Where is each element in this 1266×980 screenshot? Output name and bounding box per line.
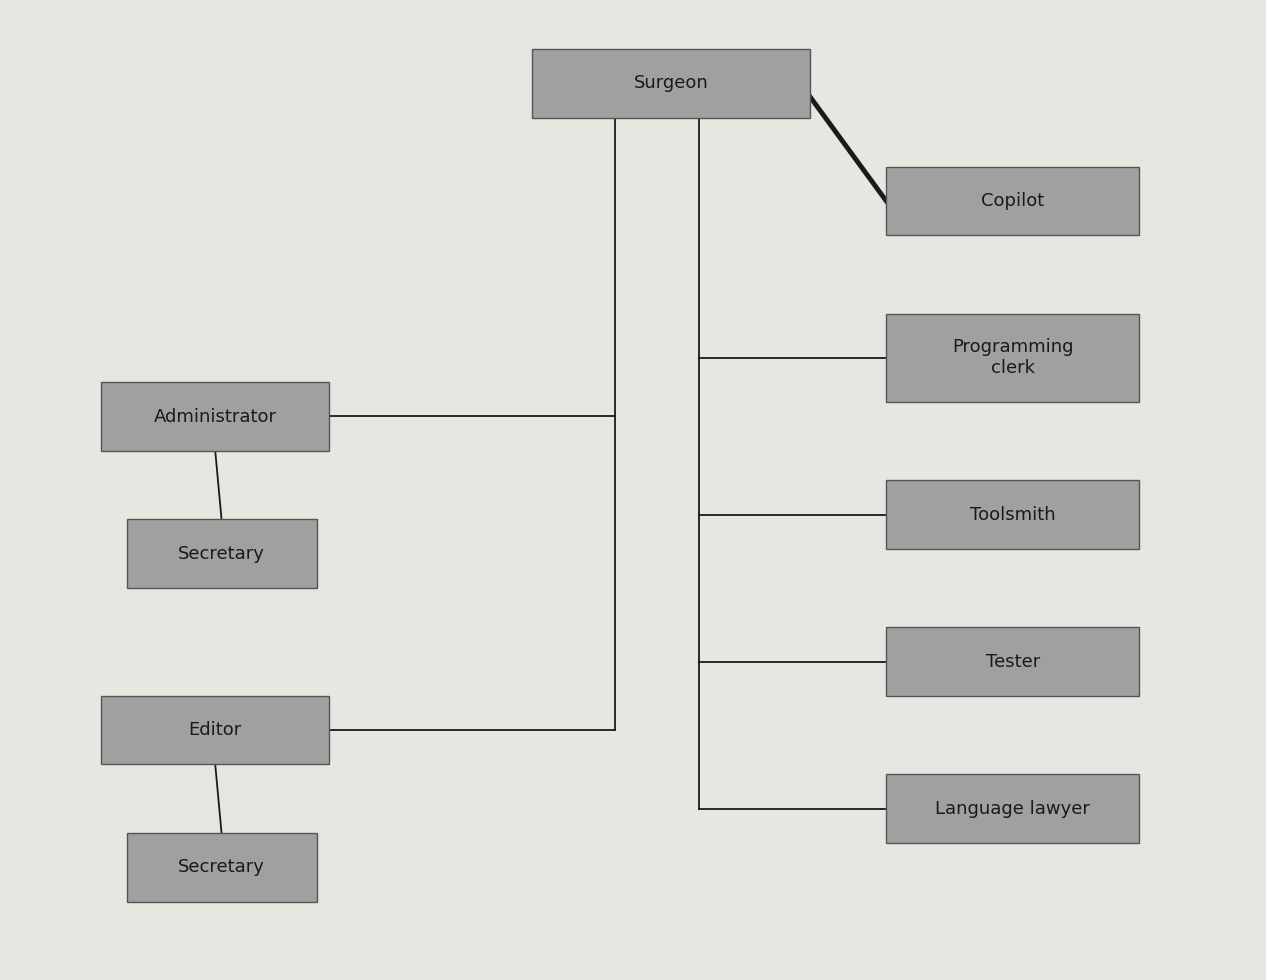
FancyBboxPatch shape bbox=[886, 774, 1139, 843]
Text: Secretary: Secretary bbox=[179, 545, 265, 563]
Text: Programming
clerk: Programming clerk bbox=[952, 338, 1074, 377]
Text: Surgeon: Surgeon bbox=[633, 74, 709, 92]
FancyBboxPatch shape bbox=[886, 167, 1139, 235]
Text: Editor: Editor bbox=[189, 721, 242, 739]
Text: Tester: Tester bbox=[986, 653, 1039, 670]
FancyBboxPatch shape bbox=[101, 696, 329, 764]
Text: Language lawyer: Language lawyer bbox=[936, 800, 1090, 817]
FancyBboxPatch shape bbox=[886, 480, 1139, 549]
FancyBboxPatch shape bbox=[886, 627, 1139, 696]
FancyBboxPatch shape bbox=[101, 382, 329, 451]
FancyBboxPatch shape bbox=[127, 519, 316, 588]
Text: Administrator: Administrator bbox=[153, 408, 277, 425]
Text: Secretary: Secretary bbox=[179, 858, 265, 876]
FancyBboxPatch shape bbox=[127, 833, 316, 902]
FancyBboxPatch shape bbox=[532, 49, 810, 118]
FancyBboxPatch shape bbox=[886, 314, 1139, 402]
Text: Toolsmith: Toolsmith bbox=[970, 506, 1056, 523]
Text: Copilot: Copilot bbox=[981, 192, 1044, 210]
